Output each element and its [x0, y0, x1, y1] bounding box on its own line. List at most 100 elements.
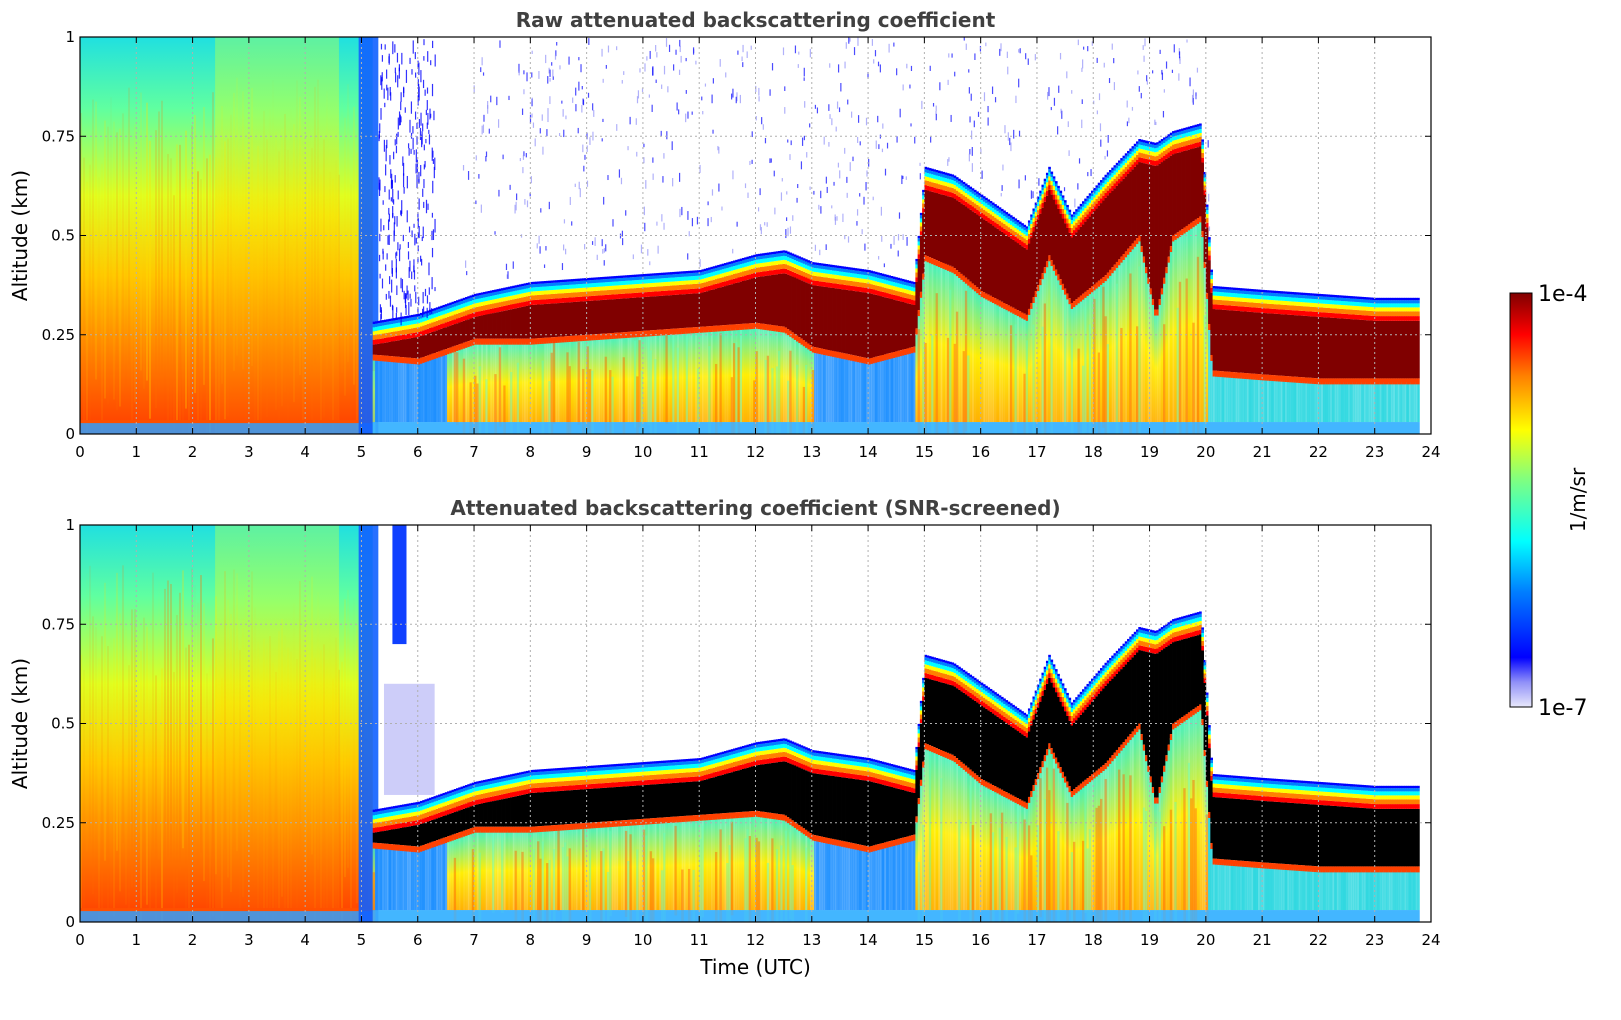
cloud-top-fringe: [1318, 303, 1322, 308]
aerosol-streak: [140, 92, 142, 371]
cloud-top-fringe: [1217, 286, 1220, 289]
noise-speck: [394, 67, 396, 74]
cloud-top-fringe: [1003, 216, 1006, 221]
noise-speck: [578, 81, 580, 91]
cloud-base-fringe: [1221, 371, 1225, 378]
noise-speck: [602, 249, 604, 254]
cloud-top-fringe: [1050, 173, 1054, 178]
cloud-top-fringe: [1030, 214, 1033, 217]
cloud-base-fringe: [1329, 378, 1333, 385]
noise-speck: [687, 211, 689, 220]
cloud-base-fringe: [1390, 378, 1394, 385]
below-cloud-cell: [1282, 379, 1286, 423]
cloud-top-fringe: [539, 283, 542, 287]
cloud-top-fringe: [805, 277, 808, 283]
below-cloud-cell: [757, 327, 761, 423]
below-cloud-cell: [1268, 378, 1272, 423]
cloud-top-fringe: [748, 258, 752, 262]
noise-speck: [771, 63, 774, 71]
cloud-top-fringe: [1248, 288, 1252, 292]
cloud-top-fringe: [1304, 292, 1308, 296]
cloud-top-fringe: [971, 193, 975, 198]
cloud-top-fringe: [622, 277, 626, 281]
cloud-base-fringe: [627, 331, 630, 338]
cloud-top-fringe: [451, 320, 455, 325]
noise-speck: [526, 72, 528, 82]
noise-speck: [902, 84, 904, 91]
cloud-base-fringe: [1250, 373, 1254, 380]
cloud-core-cell: [408, 338, 412, 358]
below-cloud-cell: [791, 336, 795, 423]
cloud-top-fringe: [1084, 204, 1087, 209]
cloud-top-fringe: [1237, 301, 1241, 307]
cloud-top-fringe: [1115, 176, 1119, 182]
noise-speck: [939, 82, 941, 91]
cloud-top-fringe: [462, 300, 466, 304]
noise-speck: [685, 90, 687, 94]
cloud-base-fringe: [435, 352, 439, 359]
cloud-base-fringe: [933, 259, 937, 266]
cloud-top-fringe: [982, 209, 986, 215]
noise-speck: [1096, 110, 1098, 115]
cloud-top-fringe: [1129, 162, 1132, 167]
cloud-base-fringe: [1021, 312, 1024, 319]
cloud-top-fringe: [712, 279, 716, 285]
below-cloud-cell: [591, 338, 594, 423]
cloud-top-fringe: [886, 274, 889, 278]
cloud-core-cell: [1385, 320, 1389, 379]
cloud-core-cell: [1318, 316, 1322, 379]
below-cloud-cell: [1016, 314, 1020, 423]
cloud-top-fringe: [741, 260, 745, 264]
cloud-base-fringe: [528, 338, 531, 345]
cloud-base-fringe: [478, 338, 482, 345]
cloud-top-fringe: [433, 326, 437, 332]
noise-speck: [539, 128, 541, 134]
cloud-top-fringe: [877, 277, 880, 282]
cloud-top-fringe: [1403, 311, 1407, 317]
cloud-top-fringe: [888, 288, 891, 294]
cloud-top-fringe: [1403, 303, 1407, 308]
cloud-base-fringe: [487, 338, 491, 345]
noise-speck: [874, 50, 877, 57]
cloud-top-fringe: [465, 299, 468, 303]
cloud-core-cell: [1262, 312, 1265, 375]
cloud-top-fringe: [935, 175, 939, 180]
cloud-top-fringe: [1192, 134, 1195, 139]
below-cloud-cell: [1410, 382, 1414, 423]
noise-speck: [605, 244, 607, 252]
cloud-top-fringe: [665, 290, 669, 296]
cloud-top-fringe: [1230, 287, 1234, 290]
cloud-top-fringe: [1086, 201, 1090, 206]
noise-speck: [685, 113, 687, 123]
noise-speck: [1000, 43, 1002, 52]
cloud-top-fringe: [582, 291, 585, 297]
cloud-top-fringe: [640, 274, 644, 277]
below-cloud-cell: [708, 330, 711, 423]
cloud-top-fringe: [946, 186, 950, 192]
cloud-top-fringe: [1345, 298, 1349, 302]
cloud-top-fringe: [1217, 288, 1220, 292]
cloud-top-fringe: [1142, 149, 1146, 154]
noise-speck: [531, 113, 533, 118]
below-cloud-cell: [442, 353, 446, 423]
noise-speck: [508, 95, 510, 101]
noise-speck: [848, 37, 850, 44]
cloud-top-fringe: [1109, 175, 1112, 180]
cloud-top-fringe: [802, 260, 806, 264]
cloud-top-fringe: [1338, 308, 1342, 314]
noise-speck: [1146, 75, 1148, 82]
cloud-top-fringe: [395, 323, 398, 328]
cloud-top-fringe: [937, 173, 941, 177]
cloud-top-fringe: [1133, 146, 1137, 150]
cloud-top-fringe: [807, 269, 810, 274]
below-cloud-cell: [1250, 377, 1254, 423]
cloud-base-fringe: [890, 352, 894, 359]
cloud-top-fringe: [546, 294, 549, 300]
cloud-top-fringe: [723, 281, 727, 287]
noise-speck: [545, 246, 547, 251]
noise-speck: [415, 149, 417, 163]
below-cloud-cell: [1226, 375, 1229, 423]
cloud-base-fringe: [618, 332, 621, 339]
cloud-top-fringe: [1104, 188, 1108, 194]
cloud-top-fringe: [1109, 183, 1112, 189]
